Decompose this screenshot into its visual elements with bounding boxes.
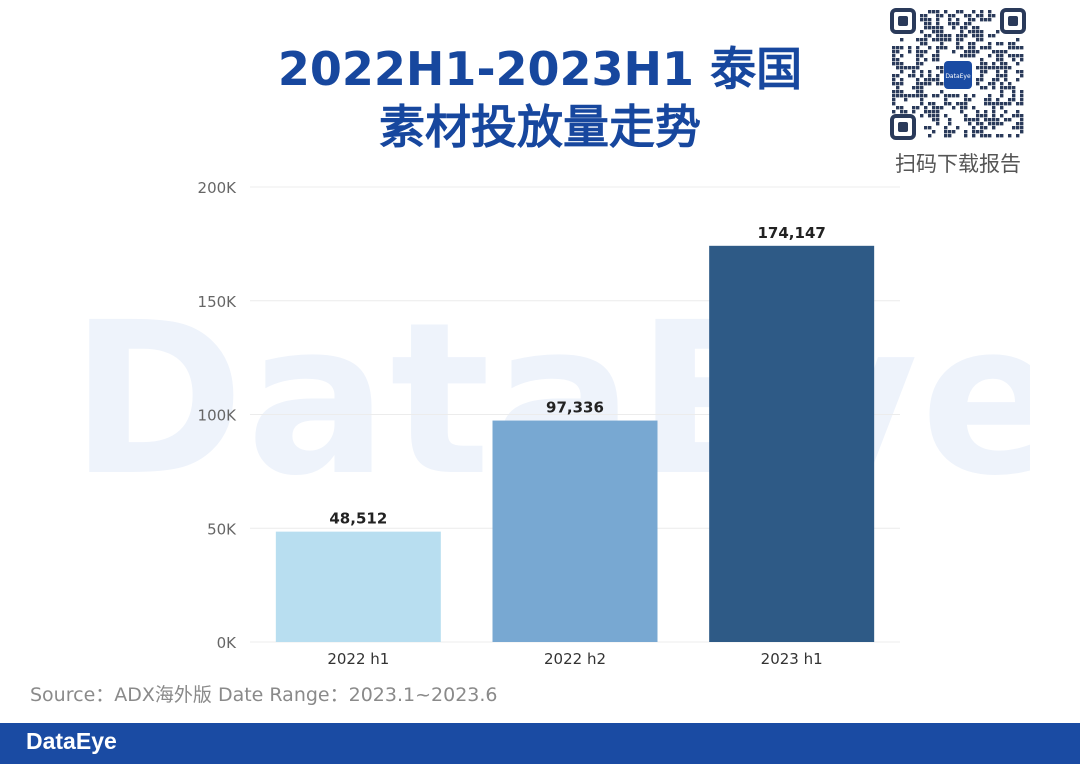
- y-tick-label: 150K: [198, 293, 238, 311]
- y-tick-label: 100K: [198, 407, 238, 425]
- bar: [275, 531, 441, 642]
- y-tick-label: 200K: [198, 179, 238, 197]
- x-tick-label: 2023 h1: [761, 650, 823, 668]
- source-note: Source：ADX海外版 Date Range：2023.1~2023.6: [30, 684, 498, 706]
- data-label: 174,147: [758, 224, 826, 242]
- x-tick-label: 2022 h2: [544, 650, 606, 668]
- qr-logo-text: DataEye: [945, 73, 971, 80]
- bar: [709, 245, 875, 642]
- data-label: 97,336: [546, 399, 604, 417]
- footer-bar: DataEye: [0, 723, 1080, 764]
- qr-logo-icon: [944, 61, 972, 89]
- title-line-1: 2022H1-2023H1 泰国: [277, 42, 803, 96]
- chart-title: 2022H1-2023H1 泰国 素材投放量走势: [180, 40, 900, 156]
- bar: [492, 420, 658, 642]
- y-tick-label: 50K: [207, 520, 237, 538]
- title-line-2: 素材投放量走势: [379, 100, 701, 154]
- footer-brand-logo: DataEye: [26, 728, 117, 754]
- qr-code: DataEye: [888, 6, 1028, 142]
- data-label: 48,512: [329, 510, 387, 528]
- y-tick-label: 0K: [217, 634, 238, 652]
- qr-caption: 扫码下载报告: [895, 152, 1021, 176]
- x-tick-label: 2022 h1: [327, 650, 389, 668]
- bar-chart: 0K 50K 100K 150K 200K 48,512 2022 h1 97,336 2022…: [198, 179, 900, 668]
